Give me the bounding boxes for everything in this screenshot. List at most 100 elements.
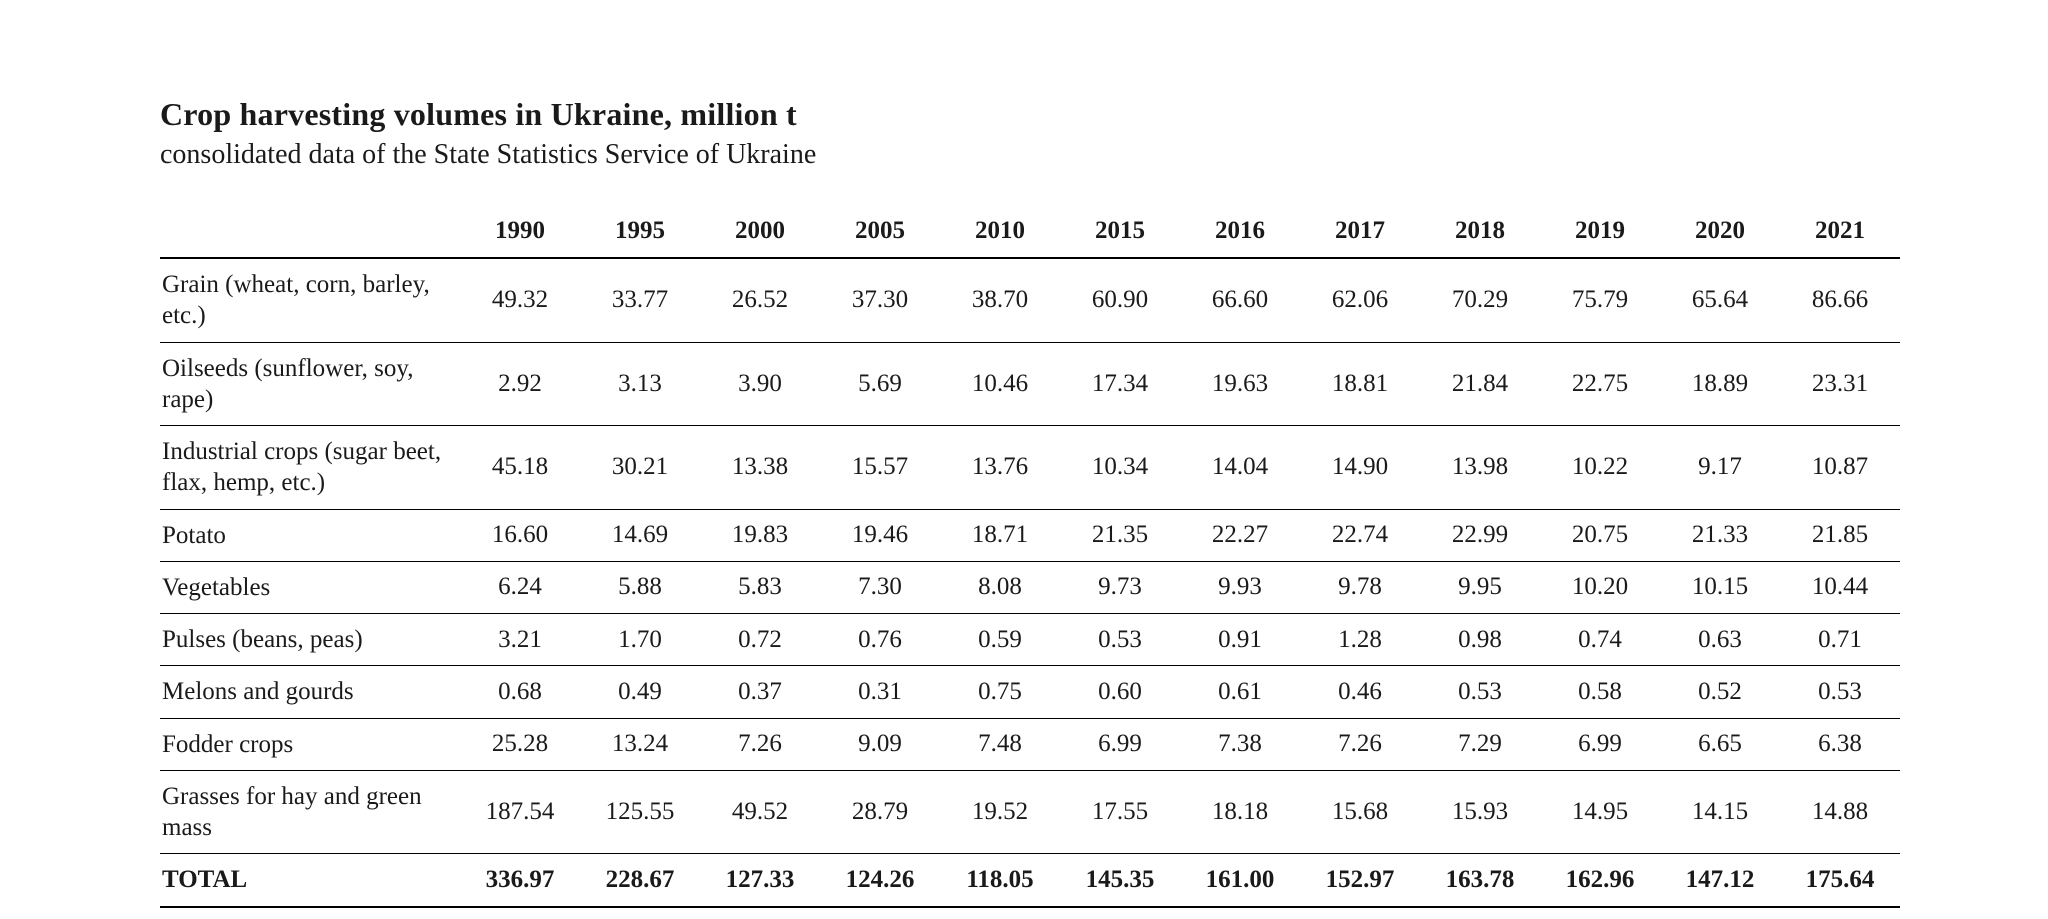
cell-value: 9.95 — [1420, 561, 1540, 613]
cell-value: 0.37 — [700, 666, 820, 718]
cell-value: 1.28 — [1300, 614, 1420, 666]
cell-value: 15.93 — [1420, 770, 1540, 854]
cell-value: 0.63 — [1660, 614, 1780, 666]
total-cell: 152.97 — [1300, 854, 1420, 907]
cell-value: 125.55 — [580, 770, 700, 854]
cell-value: 14.95 — [1540, 770, 1660, 854]
cell-value: 19.46 — [820, 509, 940, 561]
cell-value: 14.04 — [1180, 426, 1300, 510]
table-row: Oilseeds (sunflower, soy, rape)2.923.133… — [160, 342, 1900, 426]
cell-value: 33.77 — [580, 258, 700, 342]
page-title: Crop harvesting volumes in Ukraine, mill… — [160, 96, 1888, 133]
cell-value: 3.90 — [700, 342, 820, 426]
total-cell: 161.00 — [1180, 854, 1300, 907]
cell-value: 3.13 — [580, 342, 700, 426]
table-total-row: TOTAL336.97228.67127.33124.26118.05145.3… — [160, 854, 1900, 907]
cell-value: 0.72 — [700, 614, 820, 666]
table-row: Grasses for hay and green mass187.54125.… — [160, 770, 1900, 854]
row-label: Oilseeds (sunflower, soy, rape) — [160, 342, 460, 426]
cell-value: 5.69 — [820, 342, 940, 426]
table-row: Industrial crops (sugar beet, flax, hemp… — [160, 426, 1900, 510]
cell-value: 7.26 — [1300, 718, 1420, 770]
table-head: 1990199520002005201020152016201720182019… — [160, 207, 1900, 258]
total-cell: 175.64 — [1780, 854, 1900, 907]
row-label: Grain (wheat, corn, barley, etc.) — [160, 258, 460, 342]
cell-value: 14.15 — [1660, 770, 1780, 854]
cell-value: 6.38 — [1780, 718, 1900, 770]
total-cell: 118.05 — [940, 854, 1060, 907]
row-label: Grasses for hay and green mass — [160, 770, 460, 854]
cell-value: 0.76 — [820, 614, 940, 666]
cell-value: 21.33 — [1660, 509, 1780, 561]
cell-value: 10.22 — [1540, 426, 1660, 510]
cell-value: 18.71 — [940, 509, 1060, 561]
cell-value: 25.28 — [460, 718, 580, 770]
cell-value: 187.54 — [460, 770, 580, 854]
table-header-year: 2005 — [820, 207, 940, 258]
cell-value: 0.46 — [1300, 666, 1420, 718]
table-header-year: 1995 — [580, 207, 700, 258]
table-header-row: 1990199520002005201020152016201720182019… — [160, 207, 1900, 258]
cell-value: 0.53 — [1420, 666, 1540, 718]
cell-value: 14.90 — [1300, 426, 1420, 510]
table-header-blank — [160, 207, 460, 258]
cell-value: 0.58 — [1540, 666, 1660, 718]
table-row: Vegetables6.245.885.837.308.089.739.939.… — [160, 561, 1900, 613]
total-cell: 336.97 — [460, 854, 580, 907]
cell-value: 75.79 — [1540, 258, 1660, 342]
cell-value: 13.76 — [940, 426, 1060, 510]
cell-value: 6.99 — [1060, 718, 1180, 770]
table-header-year: 2019 — [1540, 207, 1660, 258]
cell-value: 6.99 — [1540, 718, 1660, 770]
cell-value: 5.88 — [580, 561, 700, 613]
cell-value: 62.06 — [1300, 258, 1420, 342]
cell-value: 10.46 — [940, 342, 1060, 426]
cell-value: 0.59 — [940, 614, 1060, 666]
table-row: Pulses (beans, peas)3.211.700.720.760.59… — [160, 614, 1900, 666]
cell-value: 0.53 — [1780, 666, 1900, 718]
cell-value: 38.70 — [940, 258, 1060, 342]
cell-value: 19.52 — [940, 770, 1060, 854]
cell-value: 10.87 — [1780, 426, 1900, 510]
cell-value: 21.85 — [1780, 509, 1900, 561]
table-row: Potato16.6014.6919.8319.4618.7121.3522.2… — [160, 509, 1900, 561]
total-cell: 163.78 — [1420, 854, 1540, 907]
table-header-year: 2020 — [1660, 207, 1780, 258]
cell-value: 7.26 — [700, 718, 820, 770]
cell-value: 7.29 — [1420, 718, 1540, 770]
total-cell: 127.33 — [700, 854, 820, 907]
cell-value: 19.63 — [1180, 342, 1300, 426]
table-header-year: 2017 — [1300, 207, 1420, 258]
cell-value: 0.52 — [1660, 666, 1780, 718]
cell-value: 19.83 — [700, 509, 820, 561]
cell-value: 49.52 — [700, 770, 820, 854]
table-header-year: 2018 — [1420, 207, 1540, 258]
row-label: Vegetables — [160, 561, 460, 613]
cell-value: 28.79 — [820, 770, 940, 854]
row-label: Industrial crops (sugar beet, flax, hemp… — [160, 426, 460, 510]
row-label: Pulses (beans, peas) — [160, 614, 460, 666]
cell-value: 13.98 — [1420, 426, 1540, 510]
cell-value: 7.30 — [820, 561, 940, 613]
cell-value: 22.75 — [1540, 342, 1660, 426]
cell-value: 9.93 — [1180, 561, 1300, 613]
table-header-year: 1990 — [460, 207, 580, 258]
cell-value: 2.92 — [460, 342, 580, 426]
cell-value: 14.88 — [1780, 770, 1900, 854]
cell-value: 0.31 — [820, 666, 940, 718]
table-header-year: 2021 — [1780, 207, 1900, 258]
cell-value: 9.17 — [1660, 426, 1780, 510]
cell-value: 0.49 — [580, 666, 700, 718]
cell-value: 9.78 — [1300, 561, 1420, 613]
cell-value: 14.69 — [580, 509, 700, 561]
cell-value: 20.75 — [1540, 509, 1660, 561]
cell-value: 0.98 — [1420, 614, 1540, 666]
total-cell: 124.26 — [820, 854, 940, 907]
cell-value: 17.34 — [1060, 342, 1180, 426]
cell-value: 0.71 — [1780, 614, 1900, 666]
cell-value: 5.83 — [700, 561, 820, 613]
cell-value: 9.09 — [820, 718, 940, 770]
cell-value: 3.21 — [460, 614, 580, 666]
row-label: Melons and gourds — [160, 666, 460, 718]
cell-value: 45.18 — [460, 426, 580, 510]
